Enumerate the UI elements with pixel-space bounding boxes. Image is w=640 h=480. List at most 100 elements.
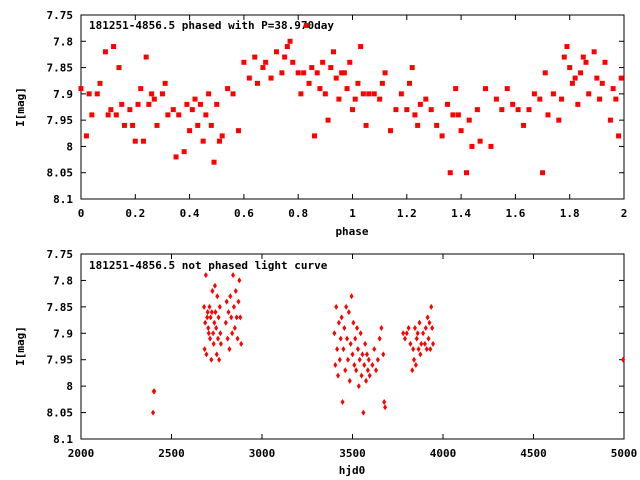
unphased-data-point <box>372 346 377 353</box>
phased-data-point <box>360 91 366 97</box>
phased-data-point <box>135 101 141 107</box>
phased-x-tick-label: 2 <box>621 207 628 220</box>
phased-y-tick-label: 8.05 <box>47 167 74 180</box>
phased-data-point <box>78 86 84 92</box>
unphased-x-tick-label: 3500 <box>339 447 366 460</box>
phased-data-point <box>325 117 331 123</box>
phased-data-point <box>447 170 453 176</box>
phased-x-tick-label: 0.4 <box>180 207 200 220</box>
unphased-data-point <box>152 388 157 395</box>
phased-data-point <box>591 49 597 55</box>
unphased-data-point <box>423 325 428 331</box>
unphased-data-point <box>401 330 406 337</box>
phased-data-point <box>127 107 133 113</box>
unphased-data-point <box>408 340 413 347</box>
phased-data-point <box>355 80 361 86</box>
phased-data-point <box>159 91 165 97</box>
unphased-data-point <box>349 293 354 300</box>
phased-data-point <box>102 49 108 55</box>
unphased-x-tick-label: 3000 <box>249 447 276 460</box>
phased-data-point <box>610 86 616 92</box>
phased-x-tick-label: 1.2 <box>397 207 417 220</box>
phased-y-tick-label: 7.8 <box>53 35 73 48</box>
unphased-data-point <box>364 377 369 384</box>
phased-y-tick-label: 8.1 <box>53 193 73 206</box>
unphased-data-point <box>348 340 353 347</box>
phased-data-point <box>483 86 489 92</box>
phased-data-point <box>602 59 608 65</box>
phased-data-point <box>208 122 214 128</box>
phased-data-point <box>477 138 483 144</box>
unphased-data-point <box>418 351 423 358</box>
phased-data-point <box>559 96 565 102</box>
unphased-data-point <box>426 335 431 342</box>
phased-data-point <box>336 96 342 102</box>
phased-data-point <box>358 44 364 50</box>
unphased-data-point <box>204 351 209 358</box>
phased-data-point <box>214 101 220 107</box>
phased-data-point <box>132 138 138 144</box>
phased-data-point <box>556 117 562 123</box>
phased-data-point <box>225 86 231 92</box>
unphased-data-point <box>218 340 223 347</box>
phased-y-tick-label: 8 <box>66 140 73 153</box>
unphased-data-point <box>353 335 358 342</box>
unphased-data-point <box>231 303 236 310</box>
unphased-data-point <box>422 340 427 347</box>
phased-data-point <box>116 65 122 71</box>
phased-y-tick-label: 7.85 <box>47 62 74 75</box>
phased-data-point <box>493 96 499 102</box>
phased-data-point <box>306 80 312 86</box>
phased-data-point <box>412 112 418 118</box>
phased-data-point <box>583 59 589 65</box>
unphased-data-point <box>431 340 436 347</box>
phased-data-point <box>282 54 288 60</box>
phased-data-point <box>138 86 144 92</box>
phased-data-point <box>363 122 369 128</box>
phased-data-point <box>616 133 622 139</box>
unphased-data-point <box>205 309 210 316</box>
unphased-data-point <box>232 325 237 331</box>
phased-data-point <box>515 107 521 113</box>
phased-data-point <box>105 112 111 118</box>
phased-data-point <box>350 107 355 113</box>
unphased-data-point <box>367 372 372 379</box>
unphased-data-point <box>202 346 207 353</box>
unphased-data-point <box>230 330 235 337</box>
unphased-x-tick-label: 4000 <box>430 447 457 460</box>
unphased-data-point <box>350 351 355 358</box>
phased-data-point <box>423 96 429 102</box>
unphased-data-point <box>212 282 217 289</box>
unphased-data-point <box>208 335 213 342</box>
phased-data-point <box>173 154 179 160</box>
unphased-data-point <box>377 335 382 342</box>
unphased-data-point <box>427 319 432 326</box>
unphased-data-point <box>424 346 429 353</box>
phased-data-point <box>230 91 236 97</box>
phased-data-point <box>466 117 472 123</box>
phased-data-point <box>328 65 334 71</box>
unphased-data-point <box>335 346 340 353</box>
phased-data-point <box>89 112 95 118</box>
unphased-data-point <box>235 335 240 342</box>
unphased-data-point <box>231 272 236 279</box>
phased-y-axis-title: I[mag] <box>14 87 27 127</box>
phased-x-axis-title: phase <box>335 225 368 238</box>
phased-data-point <box>290 59 296 65</box>
unphased-data-point <box>351 319 356 326</box>
phased-data-point <box>189 107 195 113</box>
unphased-data-point <box>370 362 375 368</box>
phased-data-point <box>510 101 516 107</box>
unphased-y-tick-label: 7.85 <box>47 301 74 314</box>
phased-data-point <box>260 65 266 71</box>
phased-data-point <box>379 80 385 86</box>
phased-y-tick-label: 7.95 <box>47 114 74 127</box>
phased-data-point <box>537 96 543 102</box>
phased-data-point <box>187 128 193 134</box>
phased-data-point <box>246 75 252 81</box>
phased-data-point <box>154 122 160 128</box>
phased-data-point <box>241 59 247 65</box>
unphased-data-point <box>228 293 233 300</box>
phased-data-point <box>504 86 510 92</box>
unphased-data-point <box>151 409 156 416</box>
